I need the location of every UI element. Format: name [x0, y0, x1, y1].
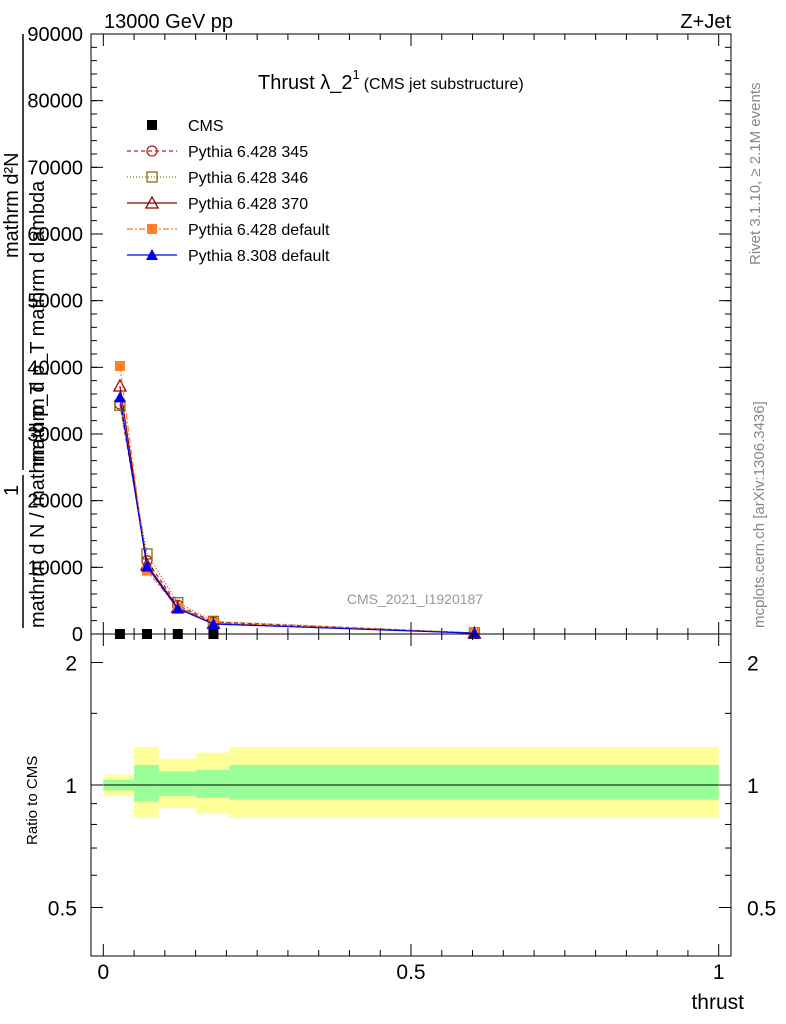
main-y-tick-label: 10000	[27, 557, 83, 579]
ratio-band-inner	[158, 771, 196, 796]
main-panel: 0 10000 20000 30000 40000 50000 60000 70000 8000…	[1, 24, 732, 646]
main-y-tick-labels: 0 10000 20000 30000 40000 50000 60000 70000 8000…	[27, 24, 83, 646]
main-y-label: 1 mathrm d N / mathrm d p_T mathrm d²N m…	[1, 34, 49, 628]
main-y-tick-label: 90000	[27, 24, 83, 46]
legend-entry: Pythia 8.308 default	[127, 248, 330, 265]
legend-marker	[146, 145, 158, 157]
main-y-tick-label: 80000	[27, 91, 83, 113]
main-y-tick-label: 20000	[27, 491, 83, 513]
main-y-tick-label: 0	[72, 624, 83, 646]
chart-title-main: Thrust λ_2	[258, 72, 352, 94]
data-point	[114, 361, 125, 371]
legend-label: Pythia 6.428 default	[188, 222, 330, 239]
ratio-y-tick-label-right: 0.5	[747, 897, 776, 920]
data-point	[113, 391, 126, 403]
data-point	[141, 560, 153, 572]
ratio-band-inner	[229, 764, 719, 800]
data-point	[468, 627, 481, 639]
legend-entry: Pythia 6.428 default	[127, 222, 330, 239]
legend-label: Pythia 6.428 345	[188, 144, 308, 161]
legend-label: Pythia 6.428 346	[188, 170, 308, 187]
legend-marker	[144, 195, 160, 209]
x-tick-label: 0.5	[396, 961, 425, 984]
chart-title-note: (CMS jet substructure)	[364, 76, 524, 93]
rivet-label: Rivet 3.1.10, ≥ 2.1M events	[747, 83, 764, 266]
y-label-inner-denominator: mathrm d p_T mathrm d lambda	[27, 180, 49, 466]
y-label-inner-numerator: mathrm d²N	[1, 152, 23, 258]
ratio-y-tick-label: 0.5	[48, 897, 77, 920]
y-label-denominator: mathrm d N / mathrm d p_T	[27, 382, 49, 628]
data-point	[207, 618, 220, 629]
ratio-y-tick-label: 2	[65, 653, 77, 676]
x-tick-label: 0	[97, 961, 109, 984]
ratio-y-tick-label-right: 1	[747, 775, 759, 798]
main-y-tick-label: 40000	[27, 357, 83, 379]
legend: CMS Pythia 6.428 345 Pythia 6.428 346 Pythi…	[127, 118, 330, 265]
ratio-bands	[103, 746, 719, 818]
energy-label: 13000 GeV pp	[104, 11, 233, 33]
main-y-tick-label: 60000	[27, 224, 83, 246]
legend-entry: CMS	[147, 118, 224, 135]
ratio-ticks	[91, 634, 731, 956]
legend-label: CMS	[188, 118, 224, 135]
data-point	[171, 602, 184, 614]
ratio-y-label: Ratio to CMS	[24, 756, 41, 845]
main-y-tick-label: 70000	[27, 157, 83, 179]
main-ticks	[91, 33, 731, 635]
series-line	[119, 405, 475, 634]
legend-label: Pythia 8.308 default	[188, 248, 330, 265]
ratio-band-inner	[134, 764, 159, 802]
data-point	[112, 378, 128, 392]
chart-title-sup: 1	[352, 67, 359, 82]
legend-marker	[147, 224, 157, 234]
ratio-y-tick-label-right: 2	[747, 653, 759, 676]
legend-entry: Pythia 6.428 370	[127, 195, 308, 213]
ratio-y-tick-label: 1	[65, 775, 77, 798]
x-tick-label: 1	[713, 961, 725, 984]
legend-marker	[146, 249, 158, 260]
x-axis-label: thrust	[691, 991, 744, 1014]
process-label: Z+Jet	[680, 11, 731, 33]
ratio-tick-labels: 0.5 0.5 1 1 2 2 0 0.5 1	[48, 653, 776, 984]
main-y-tick-label: 30000	[27, 424, 83, 446]
y-label-numerator: 1	[1, 485, 23, 496]
analysis-watermark: CMS_2021_I1920187	[347, 591, 483, 607]
legend-entry: Pythia 6.428 346	[127, 170, 308, 187]
main-y-tick-label: 50000	[27, 291, 83, 313]
legend-marker	[147, 120, 157, 130]
series-5	[113, 391, 481, 639]
ratio-band-inner	[195, 769, 230, 798]
chart-title: Thrust λ_21 (CMS jet substructure)	[258, 67, 524, 94]
legend-label: Pythia 6.428 370	[188, 196, 308, 213]
legend-marker	[146, 171, 158, 183]
ratio-panel: 0.5 0.5 1 1 2 2 0 0.5 1 Ratio to CMS thrust	[24, 633, 776, 1014]
legend-entry: Pythia 6.428 345	[127, 144, 308, 161]
main-frame	[90, 33, 732, 635]
mcplots-label: mcplots.cern.ch [arXiv:1306.3436]	[751, 401, 768, 628]
